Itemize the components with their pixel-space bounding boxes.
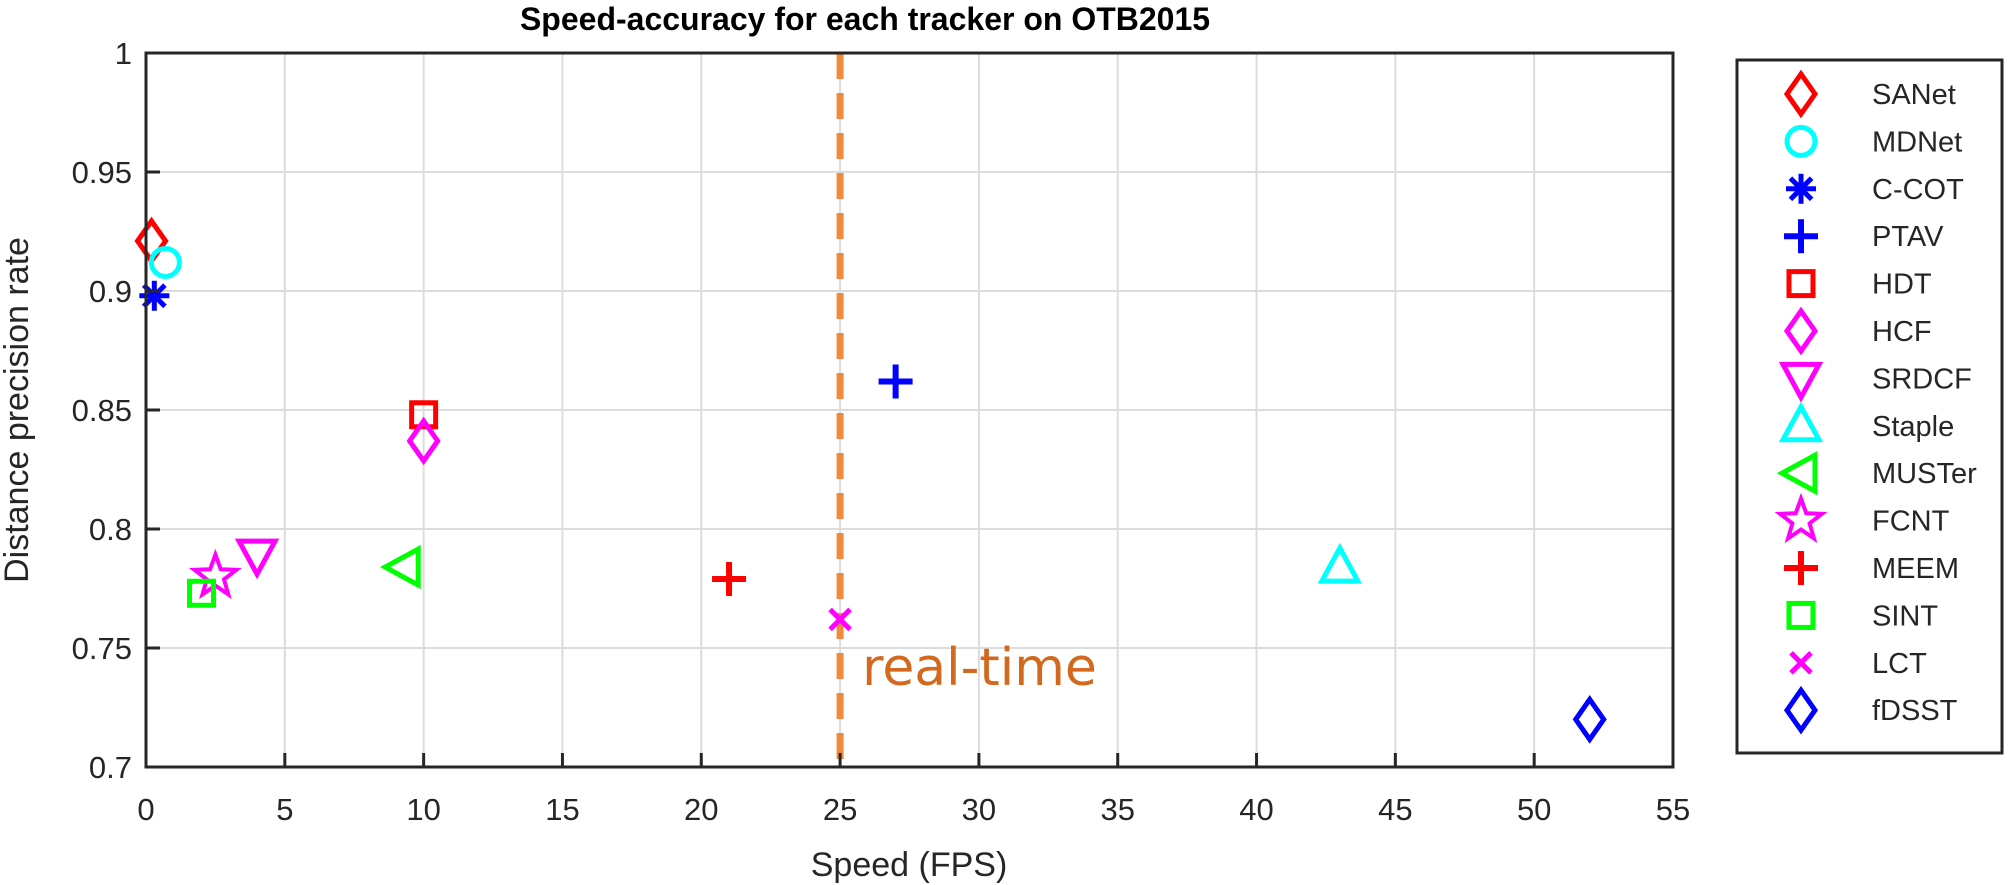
y-tick-label: 0.95: [72, 155, 132, 190]
legend-label: MDNet: [1872, 126, 1962, 158]
legend-label: C-COT: [1872, 174, 1964, 206]
point-sint: [187, 578, 217, 608]
y-tick-label: 1: [115, 36, 132, 71]
legend-label: MEEM: [1872, 553, 1959, 585]
x-tick-label: 15: [545, 792, 579, 827]
point-muster: [379, 544, 421, 590]
point-ptav: [878, 364, 913, 399]
x-tick-label: 55: [1656, 792, 1690, 827]
legend-label: fDSST: [1872, 695, 1958, 727]
x-axis-ticks: 0 5 10 15 20 25 30 35 40 45 50 55: [137, 753, 1690, 827]
point-mdnet: [148, 245, 182, 279]
point-staple: [1317, 542, 1363, 584]
y-tick-label: 0.8: [89, 512, 132, 547]
x-tick-label: 0: [137, 792, 154, 827]
chart-title: Speed-accuracy for each tracker on OTB20…: [520, 1, 1210, 37]
legend-marker-meem: [1784, 551, 1818, 585]
x-tick-label: 25: [823, 792, 857, 827]
x-tick-label: 30: [962, 792, 996, 827]
x-tick-label: 50: [1517, 792, 1551, 827]
legend-marker-ptav: [1784, 219, 1818, 254]
reference-line-group: real-time: [836, 53, 1097, 767]
legend-label: SANet: [1872, 79, 1956, 111]
x-tick-label: 45: [1378, 792, 1412, 827]
legend-marker-fdsst: [1783, 685, 1819, 735]
point-c-cot: [139, 280, 170, 311]
legend-marker-srdcf: [1778, 361, 1824, 403]
legend-marker-mdnet: [1784, 124, 1818, 158]
legend-marker-sanet: [1783, 69, 1819, 119]
legend-label: FCNT: [1872, 506, 1950, 538]
point-hdt: [409, 400, 439, 430]
x-tick-label: 5: [276, 792, 293, 827]
legend-label: SRDCF: [1872, 363, 1972, 395]
x-tick-label: 40: [1239, 792, 1273, 827]
legend-label: MUSTer: [1872, 458, 1977, 490]
point-lct: [828, 607, 852, 632]
y-axis-label: Distance precision rate: [0, 237, 36, 583]
real-time-label: real-time: [862, 638, 1097, 698]
legend-marker-staple: [1778, 401, 1824, 443]
point-meem: [712, 561, 747, 596]
legend-label: Staple: [1872, 411, 1954, 443]
legend-marker-hcf: [1783, 306, 1819, 356]
legend-marker-muster: [1776, 450, 1818, 496]
point-hcf: [406, 416, 441, 466]
point-srdcf: [234, 538, 280, 580]
point-fdsst: [1572, 695, 1607, 744]
y-tick-label: 0.7: [89, 750, 132, 785]
x-tick-label: 20: [684, 792, 718, 827]
y-tick-label: 0.85: [72, 393, 132, 428]
legend-marker-fcnt: [1774, 492, 1828, 544]
legend-marker-hdt: [1786, 269, 1816, 299]
legend-label: LCT: [1872, 648, 1927, 680]
x-tick-label: 10: [406, 792, 440, 827]
data-points: [134, 216, 1607, 744]
legend-label: PTAV: [1872, 221, 1944, 253]
legend: SANet MDNet C-COT PTAV HDT HCF SRDCF Staple MUST…: [1774, 69, 1977, 735]
legend-marker-c-cot: [1786, 173, 1816, 204]
legend-label: SINT: [1872, 600, 1938, 632]
y-tick-label: 0.75: [72, 631, 132, 666]
legend-label: HCF: [1872, 316, 1932, 348]
y-axis-ticks: 0.7 0.75 0.8 0.85 0.9 0.95 1: [72, 36, 160, 785]
legend-box: [1735, 58, 2004, 755]
legend-label: HDT: [1872, 269, 1932, 301]
y-tick-label: 0.9: [89, 274, 132, 309]
x-axis-label: Speed (FPS): [811, 846, 1008, 884]
x-tick-label: 35: [1100, 792, 1134, 827]
legend-marker-sint: [1786, 600, 1816, 630]
legend-marker-lct: [1789, 651, 1813, 675]
